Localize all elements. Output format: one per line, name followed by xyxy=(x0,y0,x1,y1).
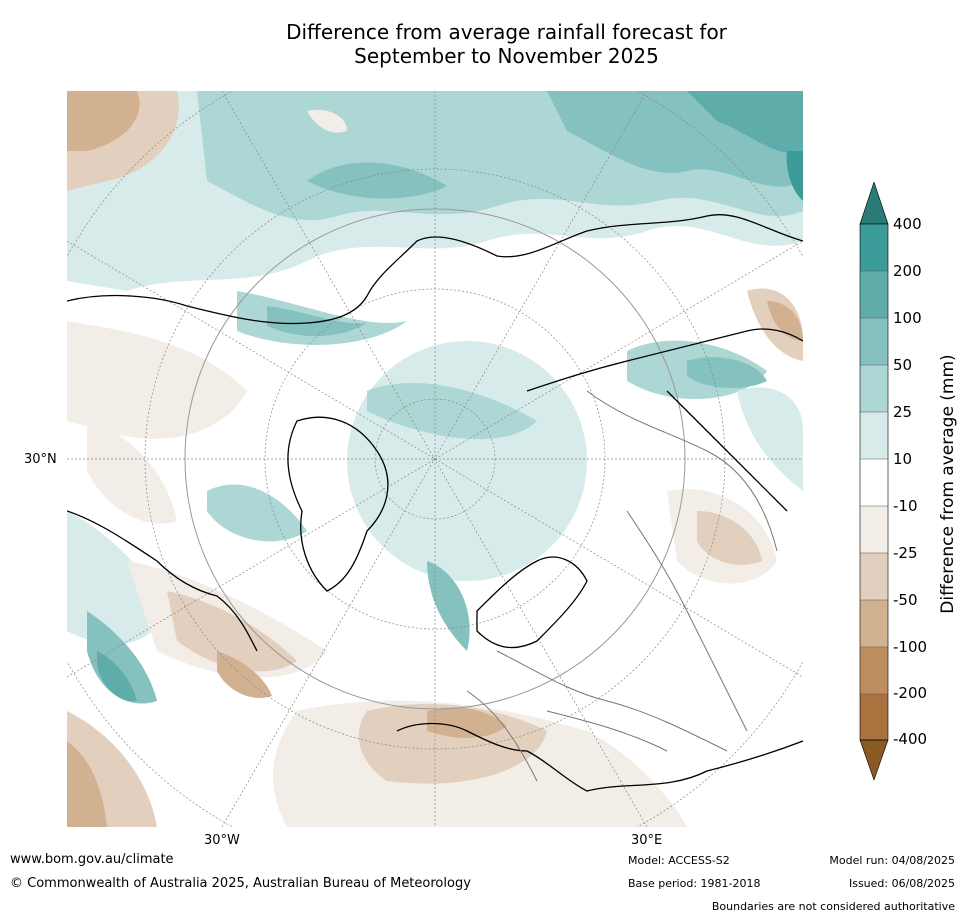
cb-swatch-50-100 xyxy=(860,318,888,365)
lat-label-30n: 30°N xyxy=(24,452,57,467)
cb-tick-m400: -400 xyxy=(893,730,928,748)
cb-tick-m10: -10 xyxy=(893,497,918,515)
title-line-1: Difference from average rainfall forecas… xyxy=(286,20,727,44)
graticule xyxy=(67,91,803,827)
cb-tick-10: 10 xyxy=(893,450,913,468)
disclaimer-text: Boundaries are not considered authoritat… xyxy=(711,900,955,913)
cb-tick-m50: -50 xyxy=(893,591,918,609)
cb-swatch-m50-m100 xyxy=(860,600,888,647)
cb-swatch-100-200 xyxy=(860,271,888,318)
cb-swatch-m10-m25 xyxy=(860,506,888,553)
lon-label-30w: 30°W xyxy=(204,833,240,848)
cb-swatch-25-50 xyxy=(860,365,888,412)
copyright-text: © Commonwealth of Australia 2025, Austra… xyxy=(10,876,471,891)
colorbar xyxy=(859,182,889,781)
cb-tick-m25: -25 xyxy=(893,544,918,562)
cb-tick-50: 50 xyxy=(893,356,913,374)
model-run-text: Model run: 04/08/2025 xyxy=(829,854,955,867)
colorbar-label: Difference from average (mm) xyxy=(938,354,958,614)
country-borders xyxy=(466,390,778,782)
cb-swatch-200-400 xyxy=(860,224,888,271)
polar-circle xyxy=(184,208,686,710)
colorbar-over-arrow xyxy=(859,182,889,225)
colorbar-under-arrow xyxy=(859,739,889,781)
coastlines xyxy=(67,214,803,792)
cb-tick-400: 400 xyxy=(893,215,922,233)
cb-swatch-10-25 xyxy=(860,412,888,459)
rainfall-map xyxy=(67,91,803,827)
map-canvas xyxy=(67,91,803,827)
title-line-2: September to November 2025 xyxy=(354,44,659,68)
cb-tick-m200: -200 xyxy=(893,684,928,702)
dry-anomaly-fields xyxy=(67,91,803,827)
lon-label-30e: 30°E xyxy=(631,833,663,848)
cb-swatch-neutral xyxy=(860,459,888,506)
cb-tick-100: 100 xyxy=(893,309,922,327)
map-title: Difference from average rainfall forecas… xyxy=(0,20,965,68)
base-period-text: Base period: 1981-2018 xyxy=(628,877,761,890)
cb-tick-200: 200 xyxy=(893,262,922,280)
website-link[interactable]: www.bom.gov.au/climate xyxy=(10,852,174,867)
cb-swatch-m25-m50 xyxy=(860,553,888,600)
cb-tick-25: 25 xyxy=(893,403,913,421)
cb-tick-m100: -100 xyxy=(893,638,928,656)
cb-swatch-m200-m400 xyxy=(860,694,888,740)
cb-swatch-m100-m200 xyxy=(860,647,888,694)
model-text: Model: ACCESS-S2 xyxy=(628,854,730,867)
wet-anomaly-fields xyxy=(67,91,803,704)
issued-text: Issued: 06/08/2025 xyxy=(848,877,955,890)
